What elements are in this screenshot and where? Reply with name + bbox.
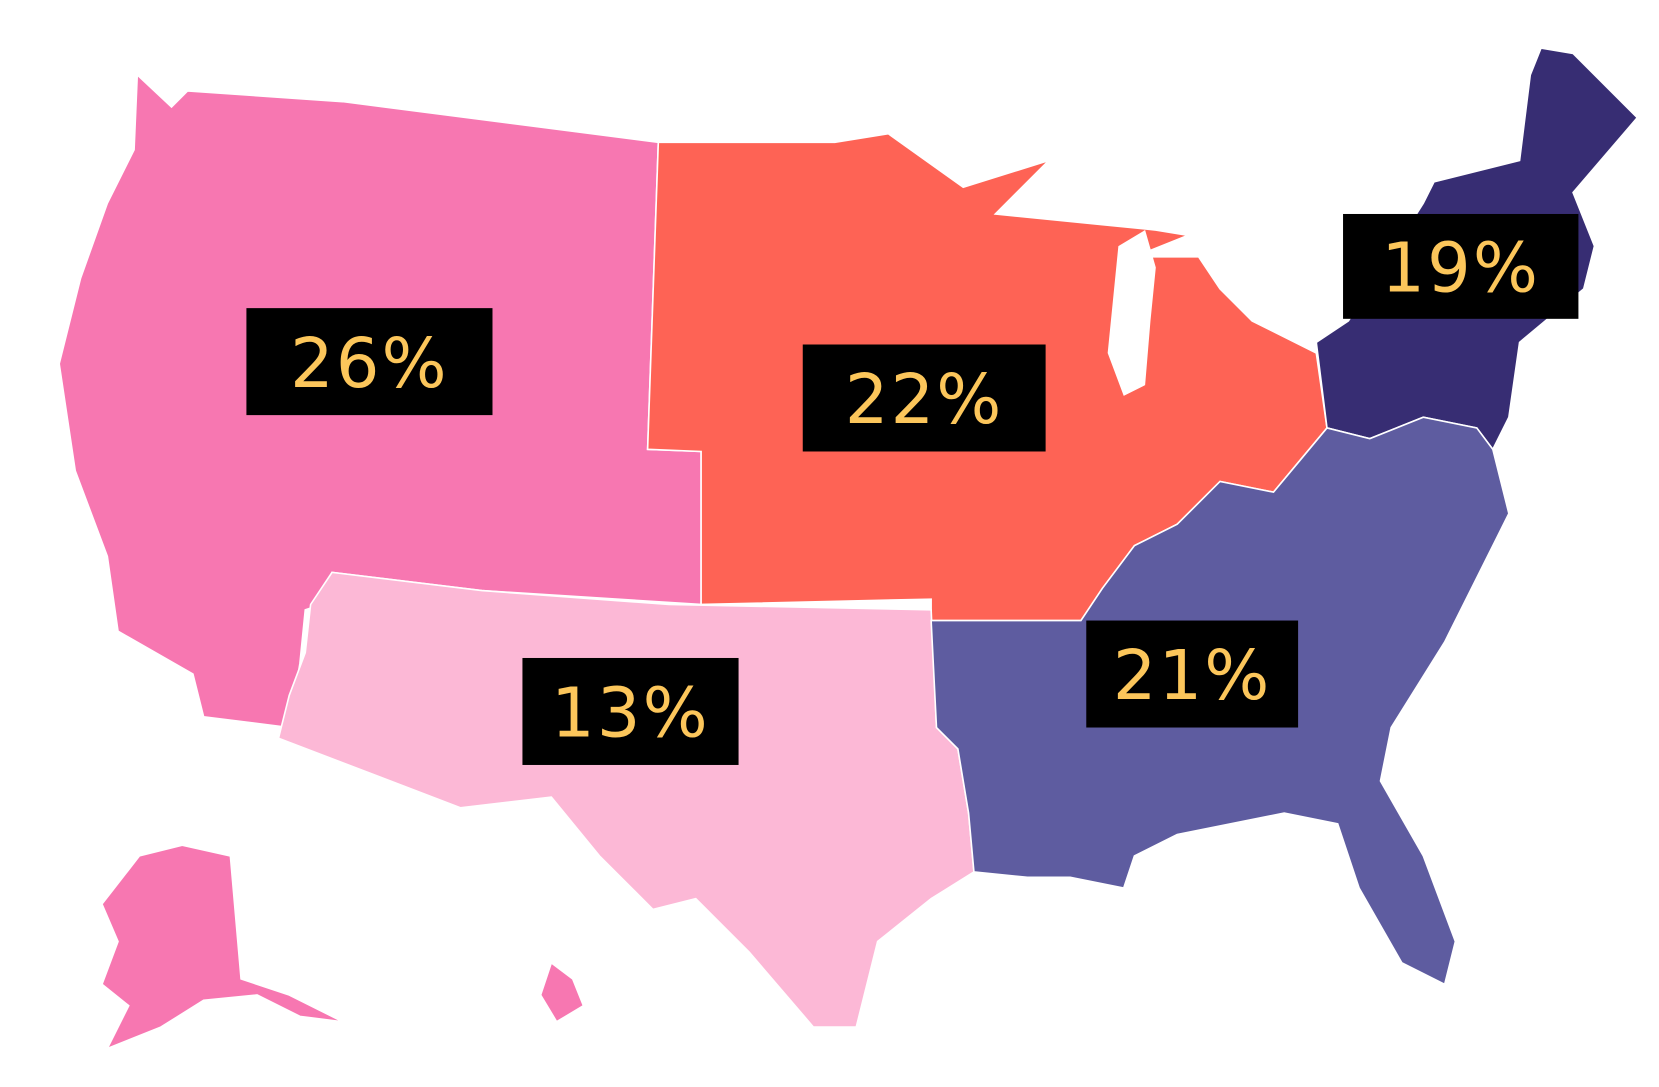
region-group <box>277 571 975 1028</box>
region-label: 26% <box>290 324 449 404</box>
label-box <box>802 344 1046 452</box>
label-box <box>1343 213 1579 319</box>
region-label: 19% <box>1381 229 1540 309</box>
label-box <box>1086 620 1299 728</box>
region-label: 22% <box>845 360 1004 440</box>
label-box <box>246 308 493 416</box>
lake <box>1107 230 1156 396</box>
label-box <box>522 657 739 765</box>
region <box>277 571 975 1028</box>
region-label: 13% <box>551 674 710 754</box>
region-label: 21% <box>1113 636 1272 716</box>
region <box>539 961 585 1023</box>
region <box>101 844 344 1051</box>
region-group <box>58 73 702 1051</box>
